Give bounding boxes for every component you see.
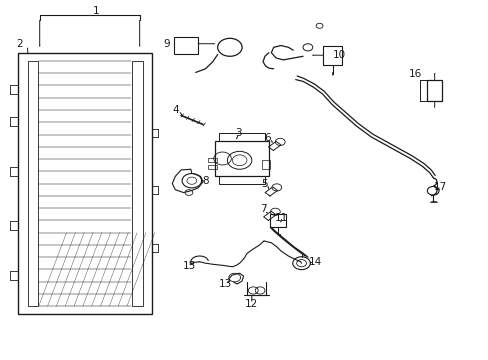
Text: 13: 13 xyxy=(218,279,231,289)
Bar xyxy=(219,133,265,140)
Text: 14: 14 xyxy=(308,257,321,267)
Text: 5: 5 xyxy=(261,179,267,189)
Bar xyxy=(207,158,216,162)
Text: 17: 17 xyxy=(433,182,446,192)
Text: 16: 16 xyxy=(407,69,421,79)
Text: 8: 8 xyxy=(202,176,208,186)
Bar xyxy=(215,140,268,176)
Bar xyxy=(270,214,285,227)
Bar xyxy=(219,176,265,184)
Text: 1: 1 xyxy=(92,6,99,17)
Text: 3: 3 xyxy=(235,129,242,138)
Bar xyxy=(27,61,38,306)
Text: 6: 6 xyxy=(264,133,271,143)
Text: 15: 15 xyxy=(183,261,196,271)
Text: 11: 11 xyxy=(274,213,287,222)
Text: 4: 4 xyxy=(172,105,178,115)
Text: 7: 7 xyxy=(259,204,266,215)
Bar xyxy=(427,80,441,101)
Bar xyxy=(323,45,341,65)
Bar xyxy=(18,53,152,315)
Text: 10: 10 xyxy=(332,50,346,60)
Text: 12: 12 xyxy=(244,299,258,309)
Text: 2: 2 xyxy=(16,39,22,49)
Bar xyxy=(132,61,143,306)
Bar xyxy=(173,37,198,54)
Bar xyxy=(261,160,270,169)
Bar xyxy=(207,165,216,169)
Text: 9: 9 xyxy=(163,40,169,49)
